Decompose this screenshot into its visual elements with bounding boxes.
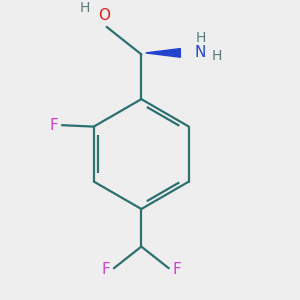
Text: F: F [50,118,58,133]
Text: O: O [98,8,110,23]
Text: F: F [102,262,110,277]
Text: H: H [80,1,90,15]
Text: H: H [195,31,206,45]
Text: H: H [211,49,222,63]
Polygon shape [146,49,180,57]
Text: N: N [195,45,206,60]
Text: F: F [172,262,181,277]
